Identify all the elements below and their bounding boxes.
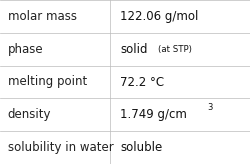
- Text: 122.06 g/mol: 122.06 g/mol: [120, 10, 198, 23]
- Text: (at STP): (at STP): [158, 45, 192, 54]
- Text: density: density: [8, 108, 51, 121]
- Text: phase: phase: [8, 43, 43, 56]
- Text: 1.749 g/cm: 1.749 g/cm: [120, 108, 187, 121]
- Text: melting point: melting point: [8, 75, 87, 89]
- Text: 3: 3: [208, 103, 213, 112]
- Text: molar mass: molar mass: [8, 10, 76, 23]
- Text: solubility in water: solubility in water: [8, 141, 113, 154]
- Text: soluble: soluble: [120, 141, 162, 154]
- Text: solid: solid: [120, 43, 148, 56]
- Text: 72.2 °C: 72.2 °C: [120, 75, 164, 89]
